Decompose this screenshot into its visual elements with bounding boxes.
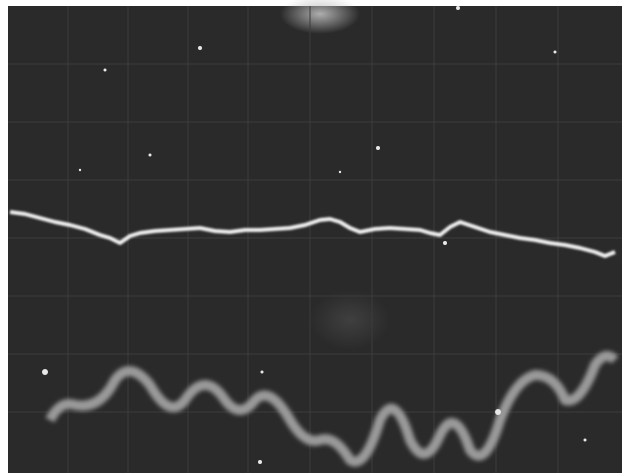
speck	[584, 439, 587, 442]
speck	[258, 460, 262, 464]
speck	[339, 171, 341, 173]
speck	[79, 169, 81, 171]
haze	[310, 290, 390, 350]
speck	[198, 46, 202, 50]
speck	[376, 146, 380, 150]
speck	[456, 6, 460, 10]
speck	[104, 69, 107, 72]
page	[0, 0, 628, 473]
speck	[495, 409, 501, 415]
speck	[443, 241, 447, 245]
speck	[554, 51, 557, 54]
oscilloscope-photo	[0, 0, 628, 473]
speck	[261, 371, 264, 374]
speck	[42, 369, 48, 375]
speck	[149, 154, 152, 157]
